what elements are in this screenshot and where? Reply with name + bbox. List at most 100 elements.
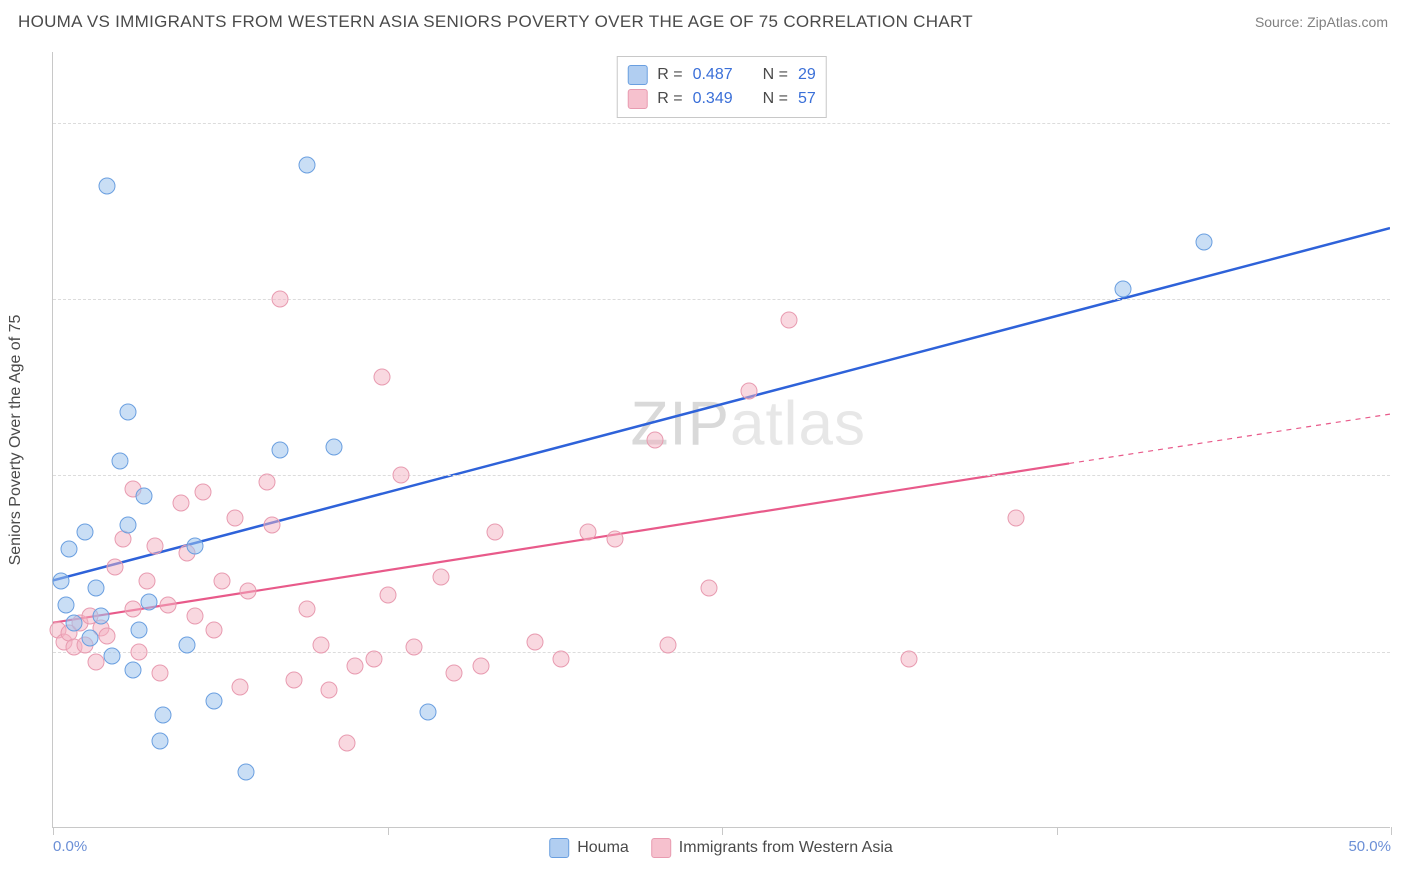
gridline <box>53 299 1390 300</box>
n-label: N = <box>763 87 788 111</box>
data-point-immigrants <box>125 601 142 618</box>
data-point-immigrants <box>173 495 190 512</box>
data-point-immigrants <box>374 368 391 385</box>
data-point-houma <box>66 615 83 632</box>
data-point-immigrants <box>232 678 249 695</box>
data-point-immigrants <box>272 290 289 307</box>
data-point-immigrants <box>98 628 115 645</box>
r-value-blue: 0.487 <box>693 63 733 87</box>
data-point-houma <box>87 580 104 597</box>
data-point-immigrants <box>160 597 177 614</box>
gridline <box>53 123 1390 124</box>
data-point-houma <box>178 636 195 653</box>
data-point-houma <box>82 629 99 646</box>
data-point-houma <box>272 441 289 458</box>
data-point-immigrants <box>553 650 570 667</box>
y-tick-label: 25.0% <box>1396 467 1406 484</box>
data-point-immigrants <box>700 580 717 597</box>
data-point-immigrants <box>406 639 423 656</box>
data-point-houma <box>154 707 171 724</box>
legend-item-houma: Houma <box>549 838 629 858</box>
swatch-pink-icon <box>627 89 647 109</box>
data-point-immigrants <box>264 516 281 533</box>
data-point-immigrants <box>299 601 316 618</box>
n-value-blue: 29 <box>798 63 816 87</box>
watermark: ZIPatlas <box>631 389 866 460</box>
r-label: R = <box>657 87 682 111</box>
y-tick-label: 50.0% <box>1396 114 1406 131</box>
data-point-houma <box>119 516 136 533</box>
data-point-houma <box>125 661 142 678</box>
chart-title: HOUMA VS IMMIGRANTS FROM WESTERN ASIA SE… <box>18 12 973 32</box>
watermark-atlas: atlas <box>730 390 866 459</box>
data-point-houma <box>299 156 316 173</box>
data-point-immigrants <box>366 650 383 667</box>
gridline <box>53 652 1390 653</box>
data-point-houma <box>98 178 115 195</box>
data-point-immigrants <box>87 653 104 670</box>
data-point-houma <box>103 647 120 664</box>
data-point-immigrants <box>347 657 364 674</box>
data-point-immigrants <box>152 664 169 681</box>
data-point-houma <box>119 403 136 420</box>
data-point-houma <box>58 597 75 614</box>
data-point-houma <box>53 573 70 590</box>
data-point-immigrants <box>226 509 243 526</box>
data-point-immigrants <box>580 523 597 540</box>
header: HOUMA VS IMMIGRANTS FROM WESTERN ASIA SE… <box>0 0 1406 40</box>
data-point-immigrants <box>285 671 302 688</box>
legend-series: Houma Immigrants from Western Asia <box>549 838 893 858</box>
data-point-houma <box>135 488 152 505</box>
swatch-pink-icon <box>651 838 671 858</box>
legend-stats-row-pink: R = 0.349 N = 57 <box>627 87 816 111</box>
data-point-houma <box>141 594 158 611</box>
x-tick-label: 0.0% <box>53 838 87 855</box>
n-label: N = <box>763 63 788 87</box>
legend-stats: R = 0.487 N = 29 R = 0.349 N = 57 <box>616 56 827 118</box>
gridline <box>53 475 1390 476</box>
data-point-houma <box>419 704 436 721</box>
trend-line <box>1069 414 1390 463</box>
data-point-houma <box>93 608 110 625</box>
chart-area: Seniors Poverty Over the Age of 75 ZIPat… <box>52 52 1390 828</box>
y-tick-label: 37.5% <box>1396 290 1406 307</box>
data-point-houma <box>130 622 147 639</box>
data-point-immigrants <box>259 474 276 491</box>
trend-lines <box>53 52 1390 827</box>
data-point-houma <box>77 523 94 540</box>
y-axis-title: Seniors Poverty Over the Age of 75 <box>7 315 25 566</box>
x-tick <box>53 827 54 835</box>
data-point-immigrants <box>379 587 396 604</box>
watermark-zip: ZIP <box>631 390 730 459</box>
data-point-houma <box>186 537 203 554</box>
data-point-immigrants <box>647 432 664 449</box>
data-point-immigrants <box>660 636 677 653</box>
plot-area: ZIPatlas R = 0.487 N = 29 R = 0.349 N = … <box>52 52 1390 828</box>
data-point-houma <box>152 732 169 749</box>
data-point-immigrants <box>740 382 757 399</box>
data-point-immigrants <box>213 573 230 590</box>
data-point-immigrants <box>446 664 463 681</box>
data-point-houma <box>1195 234 1212 251</box>
legend-label: Immigrants from Western Asia <box>679 839 893 857</box>
data-point-immigrants <box>240 582 257 599</box>
data-point-immigrants <box>106 558 123 575</box>
swatch-blue-icon <box>549 838 569 858</box>
data-point-houma <box>61 540 78 557</box>
r-label: R = <box>657 63 682 87</box>
data-point-immigrants <box>433 568 450 585</box>
r-value-pink: 0.349 <box>693 87 733 111</box>
data-point-immigrants <box>526 633 543 650</box>
data-point-houma <box>237 763 254 780</box>
data-point-houma <box>205 693 222 710</box>
x-tick-label: 50.0% <box>1348 838 1391 855</box>
swatch-blue-icon <box>627 65 647 85</box>
data-point-immigrants <box>486 523 503 540</box>
data-point-immigrants <box>138 573 155 590</box>
data-point-immigrants <box>392 467 409 484</box>
x-tick <box>388 827 389 835</box>
legend-item-immigrants: Immigrants from Western Asia <box>651 838 893 858</box>
data-point-immigrants <box>130 643 147 660</box>
data-point-immigrants <box>901 650 918 667</box>
data-point-immigrants <box>312 636 329 653</box>
